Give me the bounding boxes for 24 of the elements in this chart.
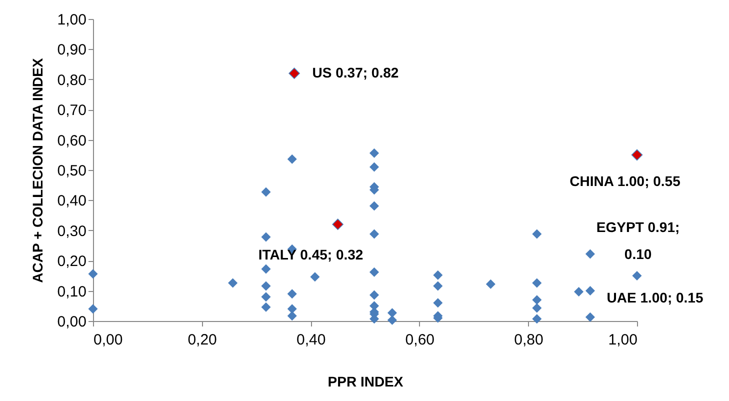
x-tick-label: 0,40	[296, 332, 326, 348]
y-tick-label: 0,10	[57, 283, 86, 300]
x-tick-label: 0,00	[94, 332, 123, 348]
y-tick-label: 0,80	[57, 72, 86, 89]
y-tick-label: 0,00	[57, 314, 86, 330]
annotation: UAE 1.00; 0.15	[606, 290, 704, 306]
y-tick-label: 0,70	[57, 102, 86, 120]
x-tick-label: 0,60	[405, 332, 434, 348]
y-tick-label: 1,00	[57, 12, 86, 28]
x-tick-label: 1,00	[608, 332, 638, 348]
annotation: ITALY 0.45; 0.32	[258, 246, 364, 262]
annotation: EGYPT 0.91; 0.10	[596, 218, 680, 262]
y-tick-label: 0,30	[57, 222, 86, 240]
x-tick-label: 0,20	[188, 332, 217, 348]
y-tick-label: 0,40	[57, 192, 86, 210]
y-tick-label: 0,90	[57, 42, 86, 59]
annotation: CHINA 1.00; 0.55	[570, 172, 681, 189]
y-tick-label: 0,20	[57, 253, 86, 270]
annotation: US 0.37; 0.82	[312, 64, 399, 80]
x-axis-title: PPR INDEX	[328, 374, 404, 390]
x-tick-label: 0,80	[514, 332, 544, 348]
y-axis-title: ACAP + COLLECION DATA INDEX	[29, 58, 46, 283]
y-tick-label: 0,50	[57, 162, 86, 180]
y-tick-label: 0,60	[57, 132, 86, 150]
